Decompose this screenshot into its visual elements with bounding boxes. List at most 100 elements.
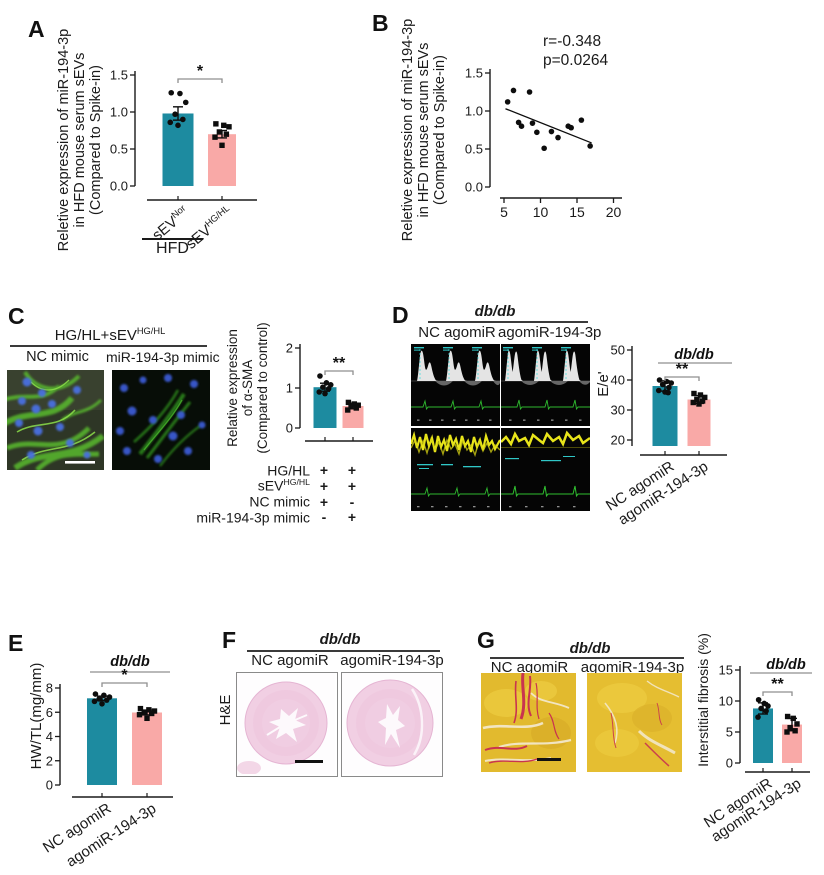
y-tick-label: 0: [726, 756, 733, 771]
panel-g-title: db/db: [569, 640, 611, 657]
data-point: [548, 128, 555, 135]
data-point: [758, 705, 764, 712]
data-point: [348, 403, 354, 410]
data-point: [690, 399, 696, 406]
data-point: [541, 145, 547, 152]
data-point: [96, 696, 102, 702]
data-point: [141, 709, 147, 715]
treatment-sign: -: [321, 509, 327, 526]
fluorescence-image-nc-mimic: [7, 370, 104, 470]
panel-c-header-sup: HG/HL: [136, 326, 166, 336]
treatment-label: HG/HL: [267, 462, 310, 479]
group-title: db/db: [766, 657, 806, 673]
treatment-sign: +: [347, 477, 357, 494]
data-point: [320, 384, 326, 390]
fluorescence-image-mir-mimic: [112, 370, 210, 470]
treatment-sign: +: [319, 493, 329, 510]
panel-c-letter: C: [8, 303, 25, 329]
data-point: [177, 90, 183, 97]
bar-0: [753, 708, 773, 763]
bar-1: [687, 399, 711, 446]
echo-tissue-doppler-image-agomir: [501, 428, 590, 511]
panel-b-scatter-plot: 0.0 0.5 1.0 1.5 5 10 15 20: [465, 66, 622, 220]
data-point: [168, 89, 175, 96]
significance-label: **: [333, 355, 346, 372]
scale-bar: [65, 461, 95, 464]
y-tick-label: 1: [286, 381, 293, 396]
panel-g-bar-chart: db/db 0 5 10 15 **: [719, 657, 812, 773]
data-point: [144, 715, 150, 722]
data-point: [655, 387, 662, 394]
scale-bar: [295, 760, 323, 763]
p-value: p=0.0264: [543, 52, 609, 69]
he-image-box-nc: [236, 672, 338, 777]
data-point: [587, 143, 593, 149]
data-point: [167, 119, 174, 126]
he-heart-section-nc: [237, 673, 335, 775]
data-point: [146, 707, 152, 713]
panel-c-col-label-mir: miR-194-3p mimic: [106, 349, 220, 365]
panel-f-letter: F: [222, 627, 237, 653]
panel-f-row-label: H&E: [216, 500, 236, 875]
data-point: [755, 714, 761, 720]
panel-g-col-label-nc: NC agomiR: [490, 659, 569, 676]
significance-label: *: [121, 667, 128, 684]
x-tick-label: 20: [606, 204, 622, 220]
significance-label: **: [676, 361, 689, 378]
data-point: [345, 407, 351, 413]
data-point: [172, 111, 178, 118]
y-tick-label: 0.5: [110, 142, 128, 157]
regression-line: [505, 108, 592, 144]
data-point: [219, 142, 225, 148]
data-point: [137, 705, 144, 712]
panel-c-treatment-matrix: HG/HL + + sEVHG/HL + + NC mimic + - miR-…: [158, 462, 366, 526]
panel-c-bar-chart: 0 1 2 **: [286, 341, 373, 442]
panel-c-header: HG/HL+sEVHG/HL: [30, 326, 190, 344]
data-point: [136, 711, 143, 718]
panel-g-title-underline: [490, 657, 684, 659]
panel-d-title-underline: [428, 321, 588, 323]
treatment-label: miR-194-3p mimic: [196, 509, 310, 526]
data-point: [790, 715, 796, 722]
x-tick-label: 10: [533, 204, 549, 220]
data-point: [696, 401, 702, 407]
data-point: [784, 729, 790, 735]
treatment-label: sEV: [257, 478, 284, 495]
panel-c-ylabel-line3: (Compared to control): [254, 322, 270, 454]
data-point: [510, 87, 517, 94]
data-point: [534, 129, 540, 136]
data-point: [226, 124, 232, 130]
data-point: [668, 380, 675, 386]
data-point: [784, 713, 791, 720]
data-point: [223, 131, 230, 137]
panel-d-title: db/db: [474, 303, 516, 320]
panel-f-title-underline: [247, 650, 440, 652]
treatment-label: NC mimic: [249, 493, 310, 510]
group-title: db/db: [674, 347, 714, 363]
panel-a-ylabel-line2: in HFD mouse serum sEVs: [72, 52, 88, 228]
panel-d-col-label-nc: NC agomiR: [418, 324, 496, 341]
panel-c-header-base: HG/HL+sEV: [54, 327, 137, 344]
data-point: [101, 692, 107, 699]
significance-bracket: [664, 376, 700, 381]
r-value: r=-0.348: [543, 33, 602, 50]
significance-label: **: [771, 676, 784, 693]
treatment-row: HG/HL + +: [158, 462, 366, 478]
significance-bracket: [762, 691, 793, 696]
panel-c-ylabel-line2: of α-SMA: [239, 359, 255, 417]
data-point: [656, 377, 663, 383]
data-point: [92, 691, 99, 697]
panel-b-ylabel-line2: in HFD mouse serum sEVs: [416, 42, 432, 218]
data-point: [323, 380, 330, 386]
he-stain-label: H&E: [217, 694, 234, 726]
y-tick-label: 0.0: [465, 180, 483, 195]
data-point: [555, 134, 561, 141]
panel-e-letter: E: [8, 630, 24, 656]
treatment-row: sEVHG/HL + +: [158, 477, 366, 495]
data-point: [99, 700, 105, 707]
sirius-red-image-agomir: [587, 673, 682, 772]
data-point: [103, 697, 110, 703]
x-tick-label: 15: [569, 204, 585, 220]
data-point: [148, 710, 155, 717]
data-point: [763, 708, 769, 714]
